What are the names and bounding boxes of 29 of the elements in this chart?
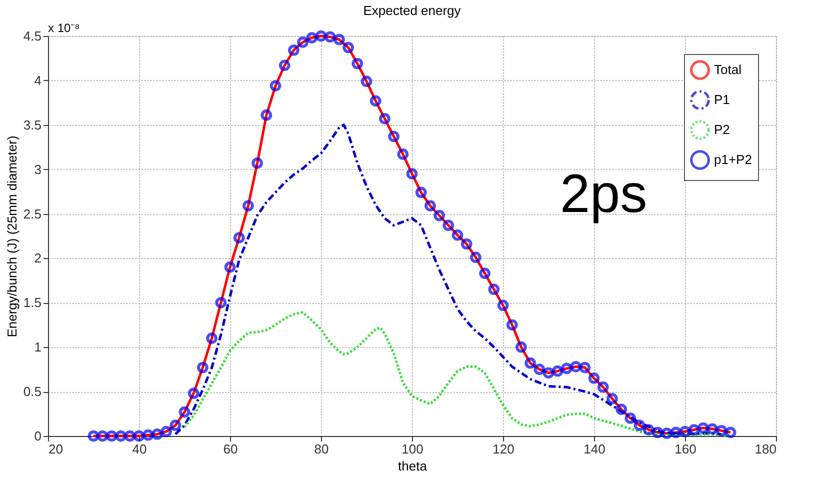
x-tick-label: 160 (674, 442, 696, 456)
x-tick-label: 100 (402, 442, 424, 456)
y-tick-label: 2.5 (23, 206, 42, 222)
x-tick-label: 120 (492, 442, 514, 456)
y-axis-title: Energy/bunch (J) (25mm diameter) (4, 136, 20, 338)
chart-title: Expected energy (363, 3, 462, 18)
x-tick-label: 20 (48, 442, 63, 456)
legend-label: Total (714, 62, 742, 77)
x-tick-label: 40 (132, 442, 147, 456)
y-tick-label: 2 (34, 250, 42, 266)
x-tick-label: 80 (314, 442, 329, 456)
legend-label: p1+P2 (714, 152, 752, 167)
annotation: 2ps (560, 164, 648, 224)
x-tick-label: 60 (223, 442, 238, 456)
x-tick-label: 140 (584, 442, 606, 456)
y-tick-label: 1.5 (23, 295, 42, 310)
x-tick-label: 180 (754, 442, 776, 456)
y-tick-label: 4.5 (23, 28, 42, 44)
y-tick-label: 4 (34, 72, 42, 88)
y-tick-label: 1 (34, 340, 42, 355)
y-tick-label: 0.5 (23, 384, 42, 400)
x-axis-title: theta (398, 458, 428, 474)
y-tick-label: 3.5 (23, 117, 42, 132)
y-tick-label: 0 (34, 428, 42, 444)
line-series (183, 311, 732, 438)
legend-label: P1 (714, 92, 730, 107)
y-tick-label: 3 (34, 162, 42, 177)
text: x 10⁻⁸ (48, 21, 80, 35)
legend-label: P2 (714, 122, 730, 137)
